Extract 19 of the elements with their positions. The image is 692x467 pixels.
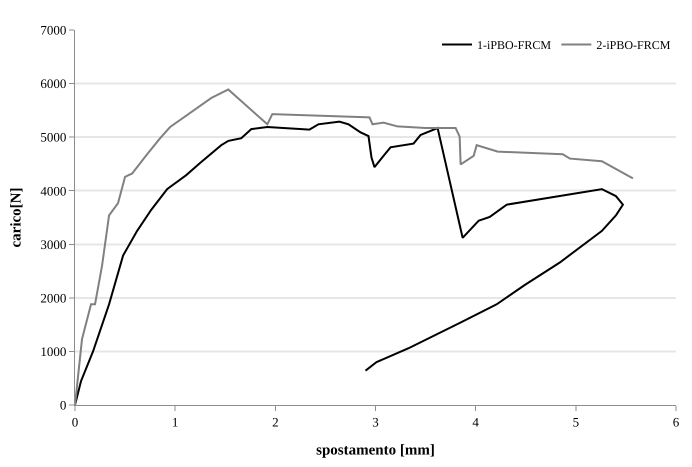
y-tick-label: 2000 (40, 290, 66, 306)
x-tick-label: 4 (472, 414, 480, 430)
y-tick-label: 0 (60, 398, 66, 413)
legend-label: 2-iPBO-FRCM (596, 38, 671, 52)
y-tick-label: 5000 (40, 130, 66, 145)
x-tick-label: 6 (672, 414, 680, 430)
x-tick-label: 5 (572, 414, 580, 430)
y-tick-label: 7000 (40, 22, 66, 38)
x-tick-label: 2 (272, 414, 279, 430)
x-tick-label: 1 (172, 414, 178, 430)
x-tick-label: 3 (372, 414, 379, 430)
y-axis-title: carico[N] (8, 188, 25, 248)
x-tick-label: 0 (72, 414, 78, 430)
y-tick-label: 1000 (40, 344, 66, 359)
legend-label: 1-iPBO-FRCM (477, 38, 552, 52)
y-tick-label: 3000 (40, 236, 66, 252)
y-tick-label: 6000 (40, 76, 66, 92)
y-tick-label: 4000 (40, 183, 66, 198)
x-axis-title: spostamento [mm] (316, 442, 435, 459)
